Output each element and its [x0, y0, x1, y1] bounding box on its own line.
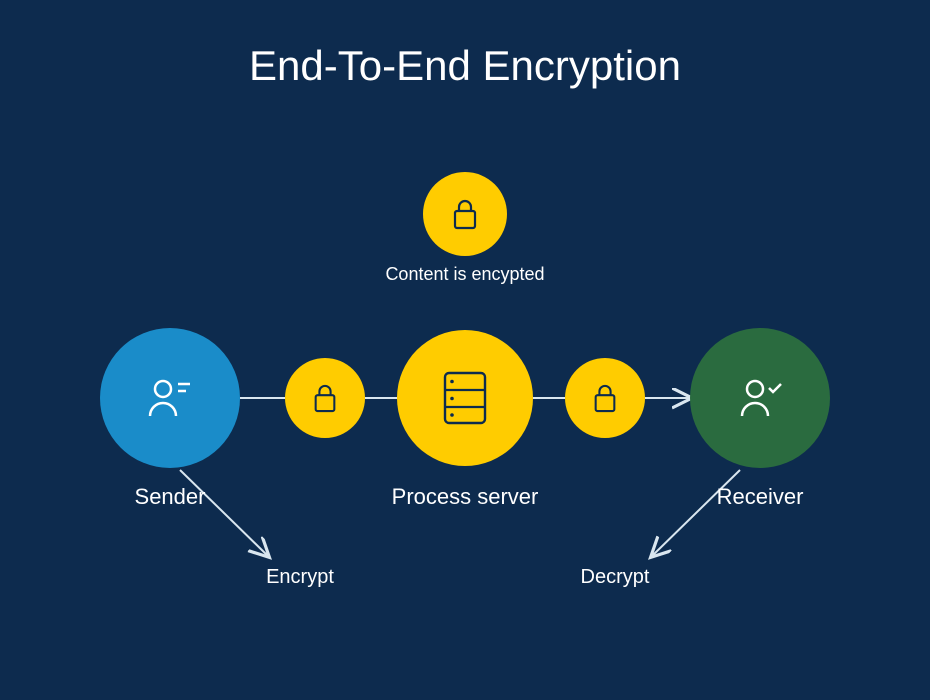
- user-sender-icon: [140, 368, 200, 428]
- line-sender-to-encrypt: [180, 470, 268, 556]
- decrypt-label: Decrypt: [515, 566, 715, 589]
- receiver-label: Receiver: [610, 484, 910, 510]
- receiver-circle: [690, 328, 830, 468]
- lock-icon: [591, 381, 619, 415]
- sender-circle: [100, 328, 240, 468]
- server-icon: [439, 367, 491, 429]
- server-circle: [397, 330, 533, 466]
- user-receiver-icon: [730, 368, 790, 428]
- lock1-circle: [285, 358, 365, 438]
- encrypt-label: Encrypt: [200, 566, 400, 589]
- lock-icon: [450, 196, 480, 232]
- lock2-circle: [565, 358, 645, 438]
- top-lock-label: Content is encypted: [315, 264, 615, 285]
- sender-label: Sender: [20, 484, 320, 510]
- lock-icon: [311, 381, 339, 415]
- line-receiver-to-decrypt: [652, 470, 740, 556]
- top-lock-circle: [423, 172, 507, 256]
- server-label: Process server: [315, 484, 615, 510]
